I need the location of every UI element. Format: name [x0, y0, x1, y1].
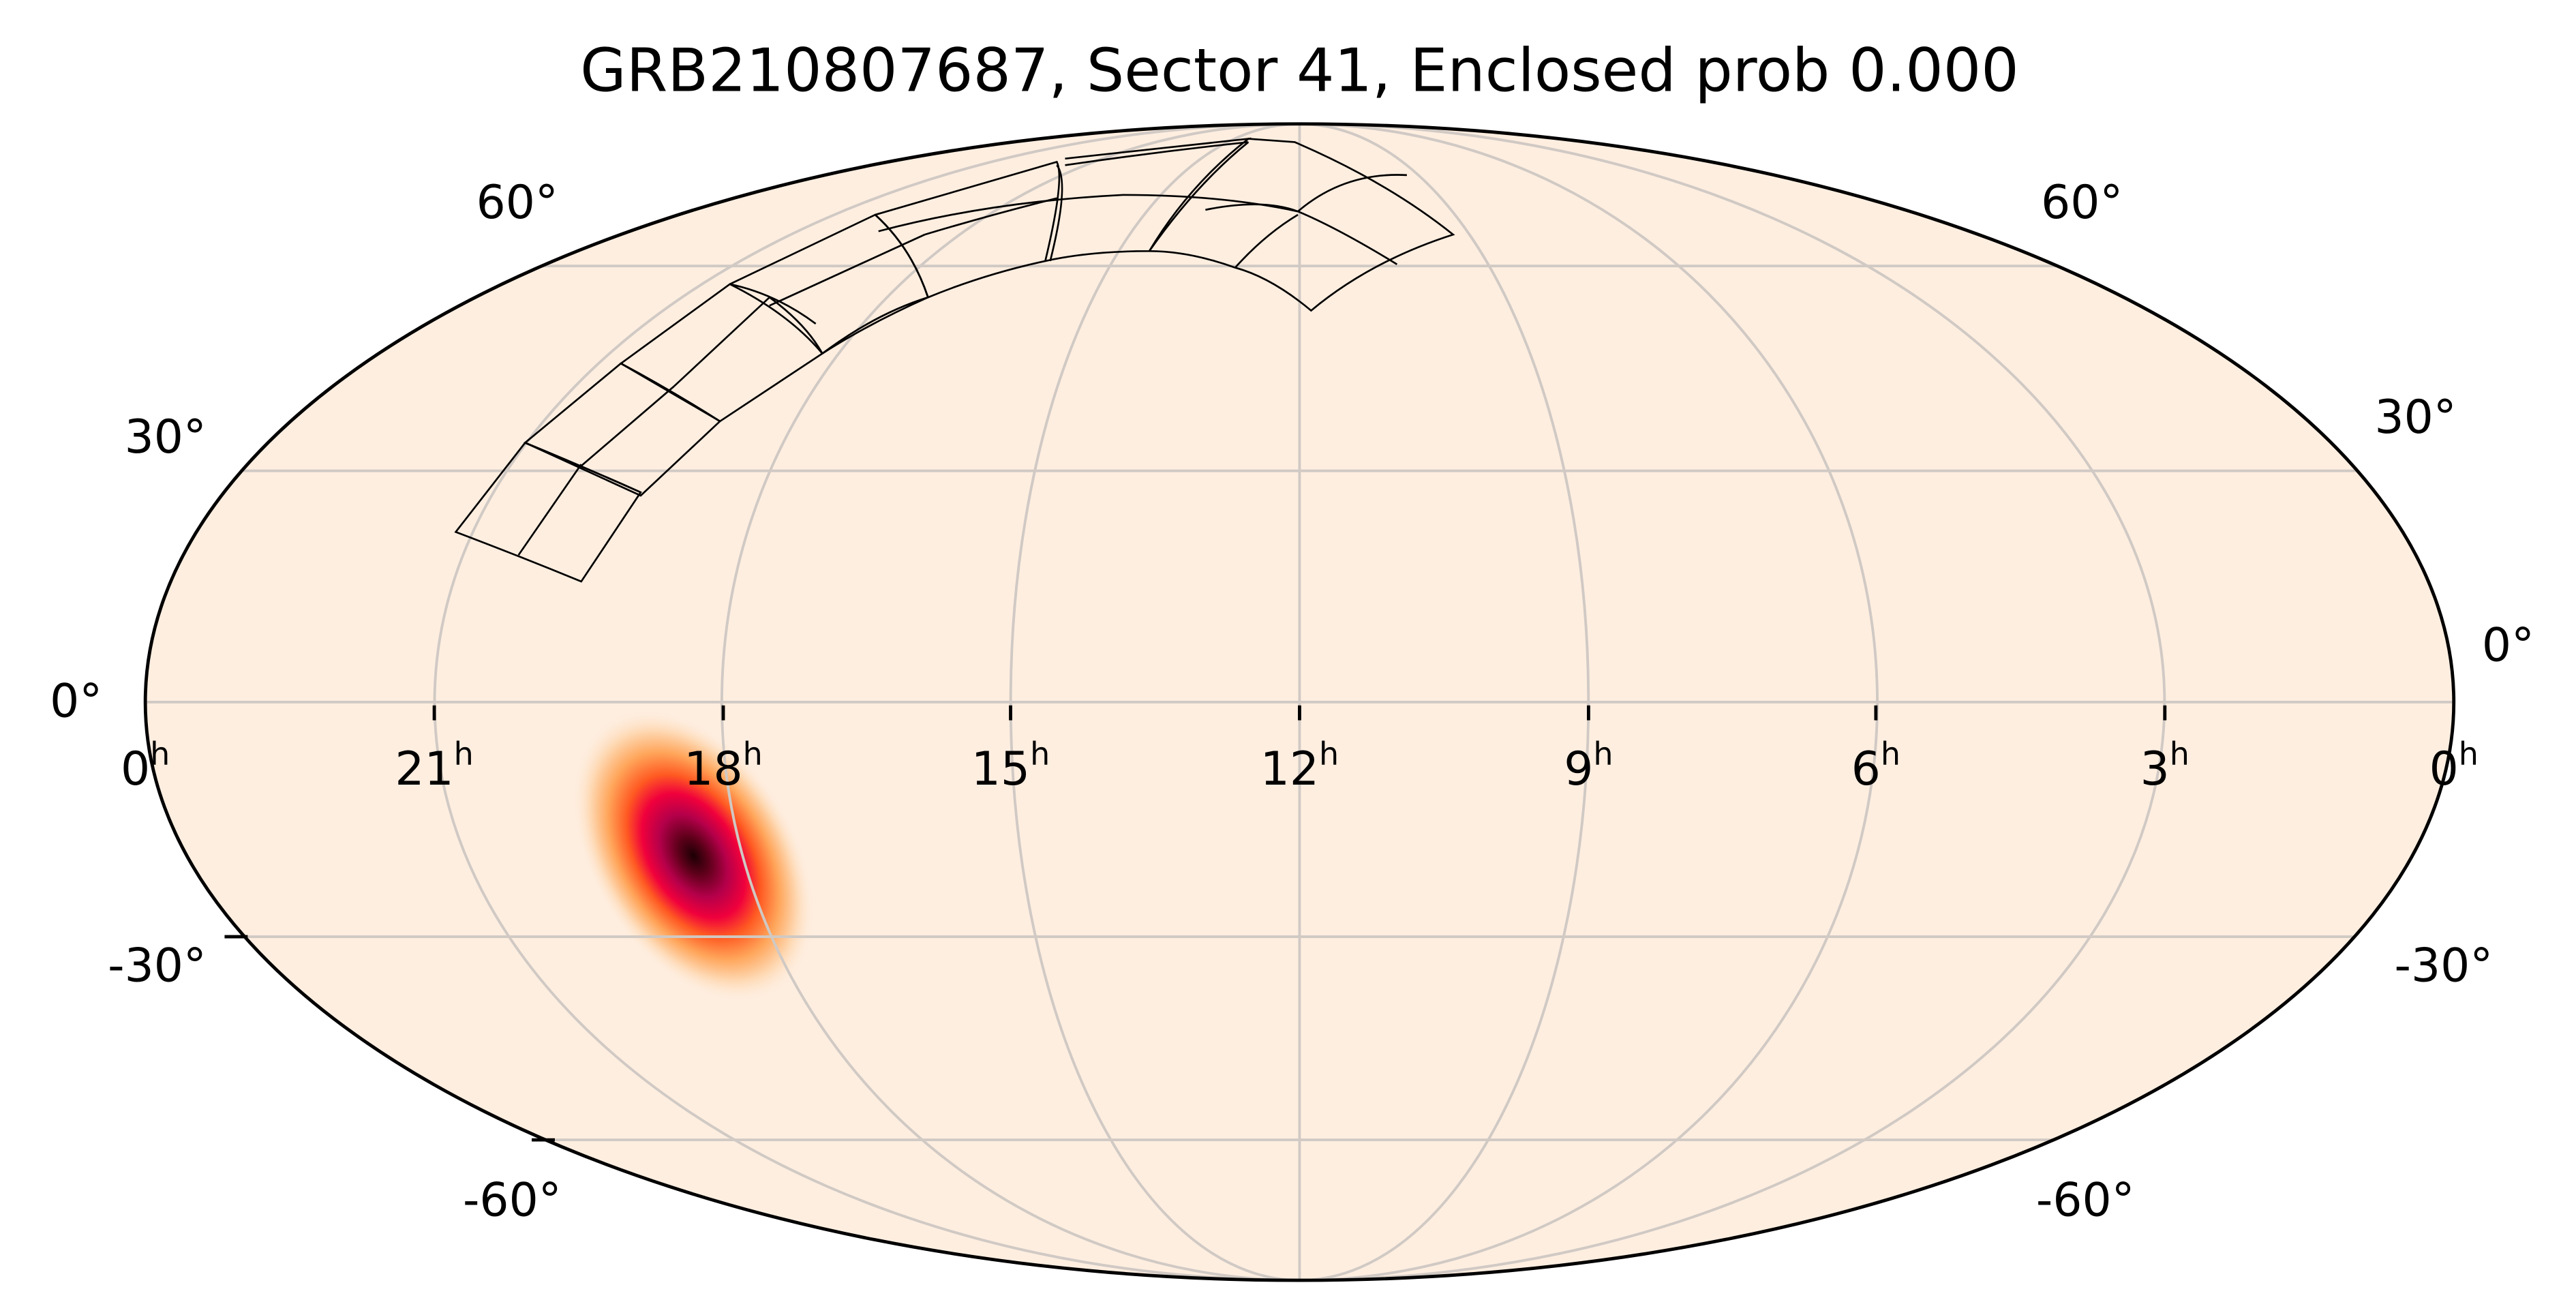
tess-sector-footprint [454, 137, 1455, 583]
dec-label-right-m30: -30° [2395, 938, 2494, 992]
chart-title: GRB210807687, Sector 41, Enclosed prob 0… [580, 35, 2019, 105]
dec-label-left-0: 0° [50, 674, 102, 728]
ra-label-3h: 3h [2140, 736, 2189, 796]
dec-label-right-0: 0° [2482, 618, 2534, 671]
ra-labels: 0h 21h 18h 15h 12h 9h 6h 3h 0h [121, 736, 2479, 796]
dec-label-left-30: 30° [125, 410, 207, 464]
ra-label-9h: 9h [1564, 736, 1613, 796]
ra-gridlines [433, 123, 2166, 1281]
ra-ticks [224, 705, 2167, 1142]
dec-label-right-m60: -60° [2036, 1173, 2135, 1227]
dec-label-left-m60: -60° [463, 1173, 562, 1227]
ra-label-18h: 18h [684, 736, 762, 796]
dec-labels-left: 60° 30° 0° -30° -60° [50, 175, 562, 1227]
dec-labels-right: 60° 30° 0° -30° -60° [2036, 175, 2534, 1227]
ra-label-15h: 15h [971, 736, 1050, 796]
ra-label-0h-left: 0h [121, 736, 170, 796]
dec-label-right-30: 30° [2374, 390, 2456, 444]
dec-label-left-60: 60° [476, 175, 558, 229]
ra-label-21h: 21h [395, 736, 473, 796]
localization-probability-blob [571, 708, 816, 1003]
dec-label-right-60: 60° [2041, 175, 2123, 229]
ra-label-6h: 6h [1851, 736, 1900, 796]
ra-label-0h-right: 0h [2429, 736, 2479, 796]
dec-label-left-m30: -30° [108, 938, 207, 992]
ra-label-12h: 12h [1260, 736, 1339, 796]
sky-outline [143, 122, 2456, 1282]
